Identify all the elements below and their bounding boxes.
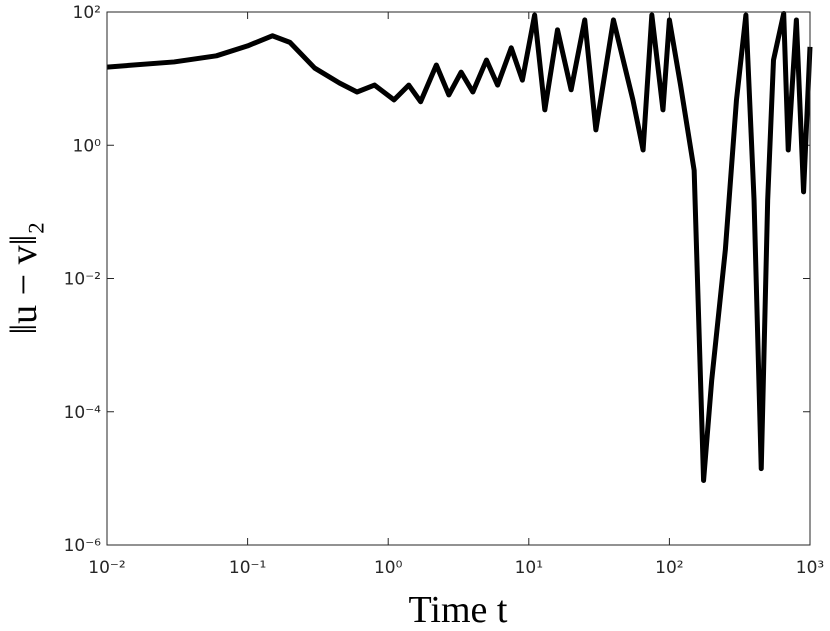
data-line [106, 10, 813, 483]
y-tick-label: 10² [73, 3, 101, 23]
y-axis-label: ‖u − v‖₂ [3, 221, 45, 334]
x-tick-label: 10³ [796, 558, 824, 578]
x-tick-label: 10⁰ [374, 558, 403, 578]
y-tick-label: 10⁻⁶ [64, 536, 102, 556]
plot-area [107, 12, 810, 545]
x-tick-label: 10² [655, 558, 683, 578]
x-axis-label: Time t [409, 589, 508, 627]
y-tick-label: 10⁻² [64, 270, 101, 290]
axes-box [106, 11, 811, 546]
y-tick-label: 10⁻⁴ [64, 403, 102, 423]
y-tick-label: 10⁰ [73, 136, 102, 156]
x-tick-label: 10⁻² [88, 558, 125, 578]
x-tick-label: 10¹ [515, 558, 543, 578]
x-tick-label: 10⁻¹ [229, 558, 266, 578]
